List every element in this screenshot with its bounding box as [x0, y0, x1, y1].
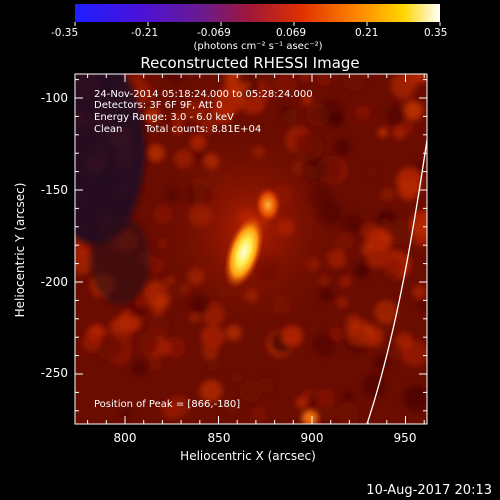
y-tick-label: -100 — [41, 91, 68, 105]
plot-frame — [74, 73, 428, 425]
detectors-info: Detectors: 3F 6F 9F, Att 0 — [94, 100, 222, 111]
clean-label: Clean — [94, 124, 122, 135]
secondary-source — [255, 187, 281, 223]
colorbar-tick-label: 0.21 — [355, 27, 378, 39]
axis-ticks — [75, 74, 427, 424]
colorbar-tick-label: 0.35 — [424, 27, 447, 39]
y-tick-label: -150 — [41, 183, 68, 197]
energy-range: Energy Range: 3.0 - 6.0 keV — [94, 112, 234, 123]
total-counts: Total counts: 8.81E+04 — [144, 124, 261, 135]
x-tick-label: 900 — [301, 431, 324, 445]
plot-title: Reconstructed RHESSI Image — [140, 54, 359, 72]
rhessi-image — [75, 74, 427, 424]
colorbar-tick-label: 0.069 — [276, 27, 306, 39]
peak-source — [224, 215, 264, 289]
y-axis-label: Heliocentric Y (arcsec) — [13, 183, 27, 318]
footer-timestamp: 10-Aug-2017 20:13 — [366, 483, 492, 498]
time-range: 24-Nov-2014 05:18:24.000 to 05:28:24.000 — [94, 89, 313, 100]
colorbar-tick-label: -0.35 — [51, 27, 78, 39]
colorbar-tick-label: -0.069 — [197, 27, 231, 39]
y-tick-label: -250 — [41, 366, 68, 380]
x-axis-label: Heliocentric X (arcsec) — [180, 449, 316, 463]
x-tick-label: 950 — [394, 431, 417, 445]
colorbar-tick-label: -0.21 — [131, 27, 158, 39]
colorbar-ticks — [74, 22, 441, 26]
peak-position: Position of Peak = [866,-180] — [94, 399, 240, 410]
colorbar — [75, 4, 440, 22]
y-tick-label: -200 — [41, 275, 68, 289]
x-tick-label: 850 — [208, 431, 231, 445]
solar-limb — [366, 139, 427, 424]
colorbar-units: (photons cm⁻² s⁻¹ asec⁻²) — [193, 41, 322, 52]
x-tick-label: 800 — [114, 431, 137, 445]
